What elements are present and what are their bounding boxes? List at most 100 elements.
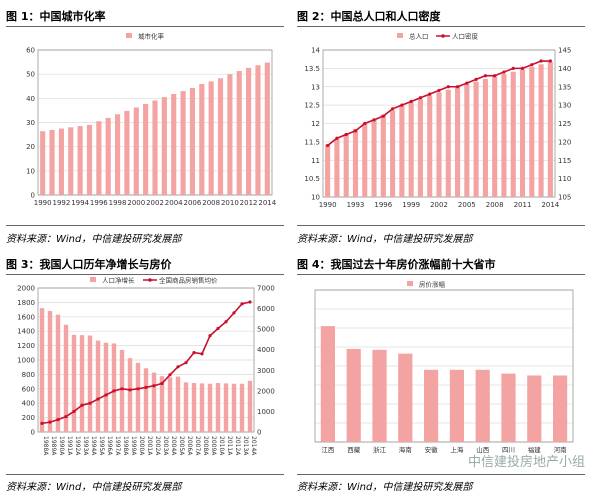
line-point <box>56 418 60 422</box>
source-note: 资料来源：Wind，中信建投研究发展部 <box>297 234 473 245</box>
x-tick-label: 2013A <box>242 436 249 456</box>
legend-swatch <box>441 34 445 38</box>
x-tick-label: 2011 <box>514 201 532 209</box>
bar <box>362 123 368 197</box>
line-point <box>428 92 432 96</box>
bar <box>191 383 197 432</box>
chart-population: 10 10.5 11 11.5 12 12.5 13 13.5 14 105 110 115 120 12… <box>304 32 571 210</box>
bar <box>167 377 173 432</box>
y2-tick-label: 110 <box>558 175 571 183</box>
x-tick-label: 1991A <box>66 436 73 456</box>
bar <box>501 373 516 442</box>
y2-tick-label: 3000 <box>257 367 275 375</box>
x-tick-label: 2008 <box>486 201 504 209</box>
panel-top10-price-growth: 图 4：我国过去十年房价涨幅前十大省市 江西 西藏 浙江 海南 安徽 上海 山西 四川 福建 河南… <box>297 250 585 494</box>
bar <box>482 79 488 197</box>
divider <box>297 274 585 275</box>
y-tick-label: 60 <box>26 47 35 55</box>
line-point <box>48 420 52 424</box>
y-tick-label: 0 <box>31 429 35 437</box>
bar <box>247 380 253 432</box>
legend-label: 总人口 <box>409 32 429 41</box>
bar <box>175 376 181 432</box>
bar <box>111 343 117 432</box>
line-point <box>192 350 196 355</box>
line-point <box>136 387 140 391</box>
source-note: 资料来源：Wind，中信建投研究发展部 <box>6 482 182 493</box>
line-point <box>232 311 236 315</box>
line-point <box>128 388 132 392</box>
bar <box>436 92 442 197</box>
legend-swatch <box>126 33 132 38</box>
bar <box>246 67 252 195</box>
bar <box>352 129 359 197</box>
x-tick-label: 福建 <box>528 445 542 454</box>
bar <box>199 383 205 432</box>
line-point <box>363 121 367 126</box>
x-tick-label: 2010A <box>218 436 225 456</box>
bar <box>527 375 542 442</box>
divider <box>6 26 284 27</box>
x-tick-label: 1995A <box>98 436 105 456</box>
line-point <box>493 74 497 78</box>
bar <box>553 375 568 442</box>
y-tick-label: 13.5 <box>304 65 320 73</box>
bar <box>40 131 46 195</box>
bar <box>103 342 109 432</box>
x-tick-label: 2011A <box>226 436 233 456</box>
x-tick-label: 2002A <box>154 436 161 456</box>
bar <box>223 383 229 432</box>
bar <box>427 95 433 197</box>
x-tick-label: 2014 <box>541 201 559 209</box>
bar <box>538 64 544 197</box>
divider <box>297 26 585 27</box>
x-tick-label: 山西 <box>476 445 490 454</box>
bar <box>63 324 69 432</box>
y2-tick-label: 2000 <box>257 387 275 395</box>
bar <box>399 105 405 197</box>
x-tick-label: 1993 <box>347 201 365 209</box>
line-point <box>104 393 108 397</box>
x-tick-label: 2012A <box>234 436 241 456</box>
source-note: 资料来源：Wind，中信建投研究发展部 <box>6 234 182 245</box>
line-point <box>539 59 543 63</box>
legend-label: 人口净增长 <box>102 276 135 285</box>
y-tick-label: 14 <box>311 47 320 55</box>
x-tick-label: 海南 <box>399 445 413 454</box>
legend-label: 人口密度 <box>452 32 479 41</box>
line-point <box>64 414 68 419</box>
bar <box>464 83 470 197</box>
line-point <box>112 389 116 393</box>
line-point <box>88 401 92 405</box>
bar <box>217 78 224 195</box>
bar <box>519 69 526 197</box>
bar <box>71 334 77 432</box>
divider <box>297 474 585 475</box>
line-point <box>372 118 376 122</box>
line-point <box>200 352 204 356</box>
chart-pop-growth-house-price: 0 200 400 600 800 1000 1200 1400 1600 1800 2000 0 10… <box>17 276 275 456</box>
y2-tick-label: 7000 <box>257 285 275 293</box>
x-tick-label: 2002 <box>146 199 164 207</box>
line-point <box>446 85 450 89</box>
x-tick-label: 1990 <box>319 201 337 209</box>
bar <box>371 119 377 197</box>
bar <box>501 73 507 197</box>
x-tick-label: 1990 <box>34 199 52 207</box>
x-tick-label: 2001A <box>146 436 153 456</box>
y-tick-label: 11.5 <box>304 138 320 146</box>
y2-tick-label: 0 <box>257 429 261 437</box>
bar <box>334 138 340 197</box>
x-tick-label: 1996 <box>374 201 392 209</box>
x-tick-label: 1992A <box>74 436 81 456</box>
bar <box>114 114 121 195</box>
y-tick-label: 11 <box>311 157 320 165</box>
y-tick-label: 1800 <box>17 299 35 307</box>
bar <box>208 81 214 195</box>
y-tick-label: 200 <box>22 414 35 422</box>
legend-swatch <box>90 277 96 282</box>
divider <box>6 474 284 475</box>
x-tick-label: 2010 <box>221 199 239 207</box>
x-tick-label: 1997A <box>114 436 121 456</box>
bar <box>207 383 213 432</box>
